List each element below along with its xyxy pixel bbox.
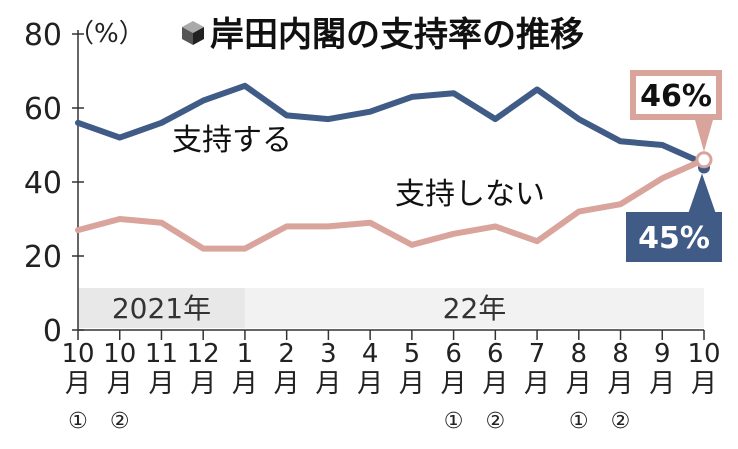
- x-tick-month-number: 4: [362, 339, 379, 369]
- x-tick-occurrence: ②: [485, 409, 505, 434]
- x-tick-month-unit: 月: [274, 369, 300, 399]
- x-tick-month-number: 5: [404, 339, 421, 369]
- x-tick-month-unit: 月: [441, 369, 467, 399]
- x-tick-month-number: 6: [445, 339, 462, 369]
- x-tick-month-number: 8: [612, 339, 629, 369]
- x-tick-occurrence: ②: [110, 409, 130, 434]
- x-tick-month-unit: 月: [357, 369, 383, 399]
- x-tick-month-unit: 月: [566, 369, 592, 399]
- x-tick-occurrence: ①: [444, 409, 464, 434]
- year-band: [78, 288, 245, 328]
- callout-value-2: 46%: [640, 79, 712, 114]
- series-end-marker-2: [695, 151, 713, 169]
- x-tick-month-number: 2: [278, 339, 295, 369]
- y-axis: 0 20 40 60 80: [24, 18, 84, 349]
- x-tick-month-unit: 月: [482, 369, 508, 399]
- x-tick-month-unit: 月: [65, 369, 91, 399]
- x-tick-month-number: 12: [187, 339, 220, 369]
- series-label-2: 支持しない: [395, 177, 545, 212]
- x-tick-month-number: 6: [487, 339, 504, 369]
- x-tick-month-unit: 月: [524, 369, 550, 399]
- x-tick-month-unit: 月: [649, 369, 675, 399]
- y-tick-label: 60: [24, 92, 62, 127]
- series-line-2: [75, 156, 707, 252]
- x-tick-month-number: 11: [145, 339, 178, 369]
- callout-box-1: [626, 212, 722, 262]
- x-tick-month-number: 10: [61, 339, 94, 369]
- x-tick-month-number: 10: [103, 339, 136, 369]
- y-tick-label: 80: [24, 18, 62, 53]
- year-bands: 2021年 22年: [78, 288, 704, 328]
- chart-title-group: 岸田内閣の支持率の推移: [182, 15, 584, 55]
- year-band: [244, 288, 704, 328]
- callout-value-1: 45%: [638, 221, 710, 256]
- x-tick-month-number: 8: [571, 339, 588, 369]
- x-tick-month-number: 7: [529, 339, 546, 369]
- x-tick-month-unit: 月: [399, 369, 425, 399]
- x-tick-month-unit: 月: [107, 369, 133, 399]
- x-tick-month-unit: 月: [148, 369, 174, 399]
- x-tick-month-number: 9: [654, 339, 671, 369]
- series-label-1: 支持する: [172, 123, 292, 158]
- x-tick-occurrence: ①: [68, 409, 88, 434]
- x-tick-month-unit: 月: [315, 369, 341, 399]
- x-tick-month-unit: 月: [608, 369, 634, 399]
- x-tick-month-unit: 月: [691, 369, 717, 399]
- y-tick-label: 20: [24, 240, 62, 275]
- series-line-1: [75, 82, 707, 167]
- year-label: 2021年: [112, 292, 211, 325]
- series-lines: [75, 82, 713, 252]
- x-axis: 10月①10月②11月12月1月2月3月4月5月6月①6月②7月8月①8月②9月…: [61, 329, 721, 434]
- value-callouts: 46% 45%: [626, 70, 722, 262]
- x-tick-month-number: 10: [687, 339, 720, 369]
- callout-inner-2: [636, 76, 716, 114]
- x-tick-month-unit: 月: [190, 369, 216, 399]
- x-tick-month-number: 3: [320, 339, 337, 369]
- cube-icon: [182, 21, 204, 45]
- callout-pointer-1: [688, 173, 716, 214]
- x-tick-occurrence: ②: [611, 409, 631, 434]
- callout-pointer-2: [695, 120, 713, 152]
- y-tick-label: 0: [43, 314, 62, 349]
- chart-title: 岸田内閣の支持率の推移: [210, 15, 584, 55]
- y-tick-label: 40: [24, 166, 62, 201]
- x-tick-occurrence: ①: [569, 409, 589, 434]
- year-label: 22年: [443, 292, 507, 325]
- x-tick-month-number: 1: [237, 339, 254, 369]
- x-tick-month-unit: 月: [232, 369, 258, 399]
